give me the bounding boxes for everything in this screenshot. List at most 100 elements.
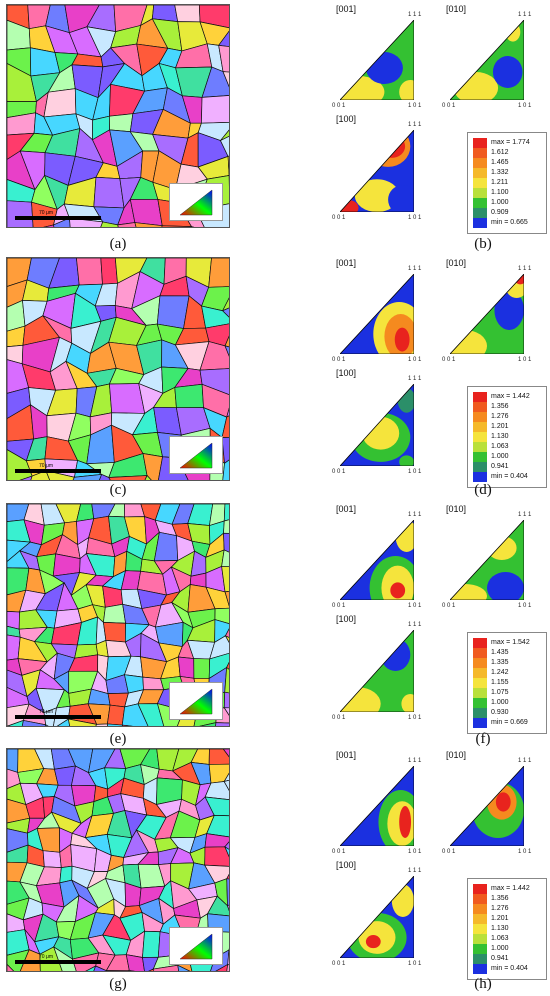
grain [208, 749, 229, 765]
ipf-triangle: [010] 1 1 1 0 0 1 1 0 1 [442, 258, 550, 363]
corner-label-111: 1 1 1 [408, 266, 422, 272]
grain [144, 474, 152, 480]
colorbar-label: 1.000 [491, 453, 509, 460]
grain [209, 635, 229, 660]
colorbar-swatch [473, 138, 487, 148]
grain [222, 71, 229, 88]
colorbar-label: 1.465 [491, 159, 509, 166]
colorbar-swatch [473, 658, 487, 668]
density-colorbar: max = 1.442 1.356 1.276 1.201 1.130 1.063 1.00… [467, 878, 547, 980]
colorbar-label: 1.000 [491, 945, 509, 952]
colorbar-label: 1.201 [491, 915, 509, 922]
grain [223, 779, 229, 791]
grain [199, 368, 229, 395]
colorbar-swatch [473, 422, 487, 432]
grain [53, 946, 77, 971]
colorbar-label: max = 1.442 [491, 885, 530, 892]
ipf-triangle: [100] 1 1 1 0 0 1 1 0 1 [332, 860, 440, 967]
grain [193, 658, 211, 679]
corner-label-111: 1 1 1 [408, 622, 422, 628]
panel-label-f: (f) [475, 731, 491, 747]
grain [223, 707, 229, 716]
ipf-triangle: [001] 1 1 1 0 0 1 1 0 1 [332, 750, 440, 855]
corner-label-111: 1 1 1 [408, 122, 422, 128]
corner-label-001: 0 0 1 [442, 603, 456, 609]
grain [107, 723, 124, 726]
scale-bar-label: 70 μm [39, 709, 53, 715]
colorbar-label: 1.130 [491, 925, 509, 932]
corner-label-001: 0 0 1 [442, 357, 456, 363]
grain [221, 415, 229, 438]
contour-region [487, 572, 524, 600]
scale-bar-label: 70 μm [39, 954, 53, 960]
grain [174, 5, 201, 23]
grain [215, 722, 229, 726]
corner-label-001: 0 0 1 [332, 715, 346, 721]
colorbar-label: 0.930 [491, 709, 509, 716]
colorbar-label: 1.075 [491, 689, 509, 696]
grain [221, 549, 229, 568]
colorbar-swatch [473, 924, 487, 934]
grain [223, 691, 229, 709]
corner-label-101: 1 0 1 [408, 215, 422, 221]
grain [224, 345, 229, 357]
grain [208, 258, 229, 288]
contour-region [399, 806, 412, 838]
grain [121, 703, 149, 726]
ipf-triangle: [001] 1 1 1 0 0 1 1 0 1 [332, 504, 440, 609]
density-colorbar: max = 1.442 1.356 1.276 1.201 1.130 1.063 1.00… [467, 386, 547, 488]
ipf-color-key [169, 183, 223, 221]
grain [76, 258, 103, 286]
grain [201, 95, 229, 124]
colorbar-swatch [473, 462, 487, 472]
grain [7, 963, 15, 971]
corner-label-101: 1 0 1 [408, 469, 422, 475]
scale-bar [15, 715, 101, 719]
grain [103, 603, 126, 624]
colorbar-label: max = 1.442 [491, 393, 530, 400]
ipf-triangle: [001] 1 1 1 0 0 1 1 0 1 [332, 4, 440, 109]
scale-bar-label: 70 μm [39, 210, 53, 216]
grain [214, 607, 229, 624]
grain [226, 407, 229, 418]
panel-label-e: (e) [109, 731, 127, 747]
grain [177, 656, 195, 679]
ipf-color-key [169, 927, 223, 965]
contour-region [362, 416, 400, 450]
grain [204, 781, 229, 801]
corner-label-101: 1 0 1 [408, 961, 422, 967]
grain [93, 176, 125, 209]
panel-label-d: (d) [474, 482, 492, 498]
colorbar-label: min = 0.404 [491, 965, 528, 972]
corner-label-001: 0 0 1 [332, 603, 346, 609]
grain [224, 635, 229, 643]
colorbar-label: 1.276 [491, 413, 509, 420]
grain [134, 222, 163, 227]
colorbar-swatch [473, 894, 487, 904]
grain [67, 718, 98, 726]
pole-figure-title: [100] [336, 860, 357, 870]
colorbar-label: 1.356 [491, 403, 509, 410]
corner-label-001: 0 0 1 [332, 103, 346, 109]
grain [109, 113, 134, 133]
scale-bar-label: 70 μm [39, 463, 53, 469]
grain [45, 470, 75, 480]
corner-label-111: 1 1 1 [408, 758, 422, 764]
grain [56, 718, 71, 726]
grain [72, 474, 103, 480]
grain [197, 155, 229, 180]
corner-label-001: 0 0 1 [442, 849, 456, 855]
corner-label-001: 0 0 1 [332, 469, 346, 475]
grain [224, 335, 229, 348]
grain [206, 815, 229, 838]
colorbar-label: 1.000 [491, 699, 509, 706]
grain [224, 628, 229, 638]
grain [224, 666, 229, 694]
grain [85, 965, 97, 971]
panel-label-g: (g) [109, 976, 127, 992]
pole-figure-title: [100] [336, 614, 357, 624]
panel-label-a: (a) [109, 236, 127, 252]
scale-bar [15, 216, 101, 220]
colorbar-swatch [473, 198, 487, 208]
corner-label-001: 0 0 1 [442, 103, 456, 109]
